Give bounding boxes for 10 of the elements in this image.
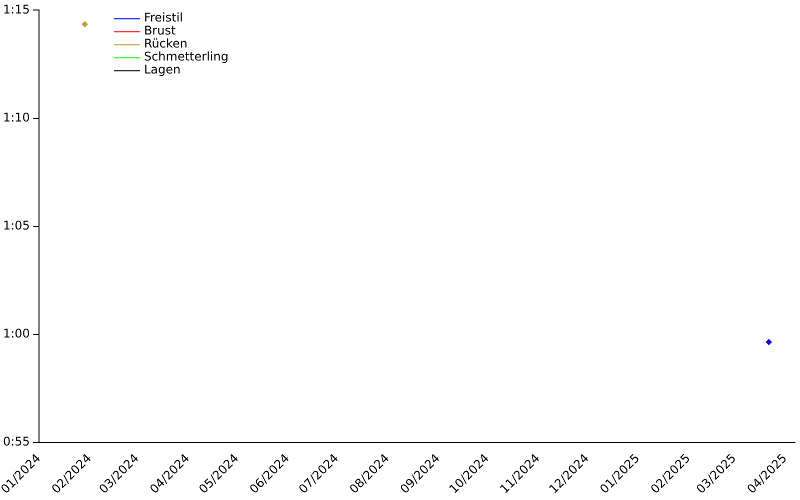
legend-label: Brust — [144, 23, 176, 38]
y-tick-label: 1:15 — [2, 2, 30, 16]
y-tick-label: 1:05 — [2, 218, 30, 233]
y-tick-label: 1:00 — [2, 326, 30, 341]
legend-label: Schmetterling — [144, 49, 228, 64]
legend-label: Lagen — [144, 62, 181, 76]
legend-label: Rücken — [144, 36, 188, 50]
y-tick-label: 1:10 — [2, 110, 30, 124]
y-tick-label: 0:55 — [2, 434, 30, 449]
legend-label: Freistil — [144, 10, 183, 24]
